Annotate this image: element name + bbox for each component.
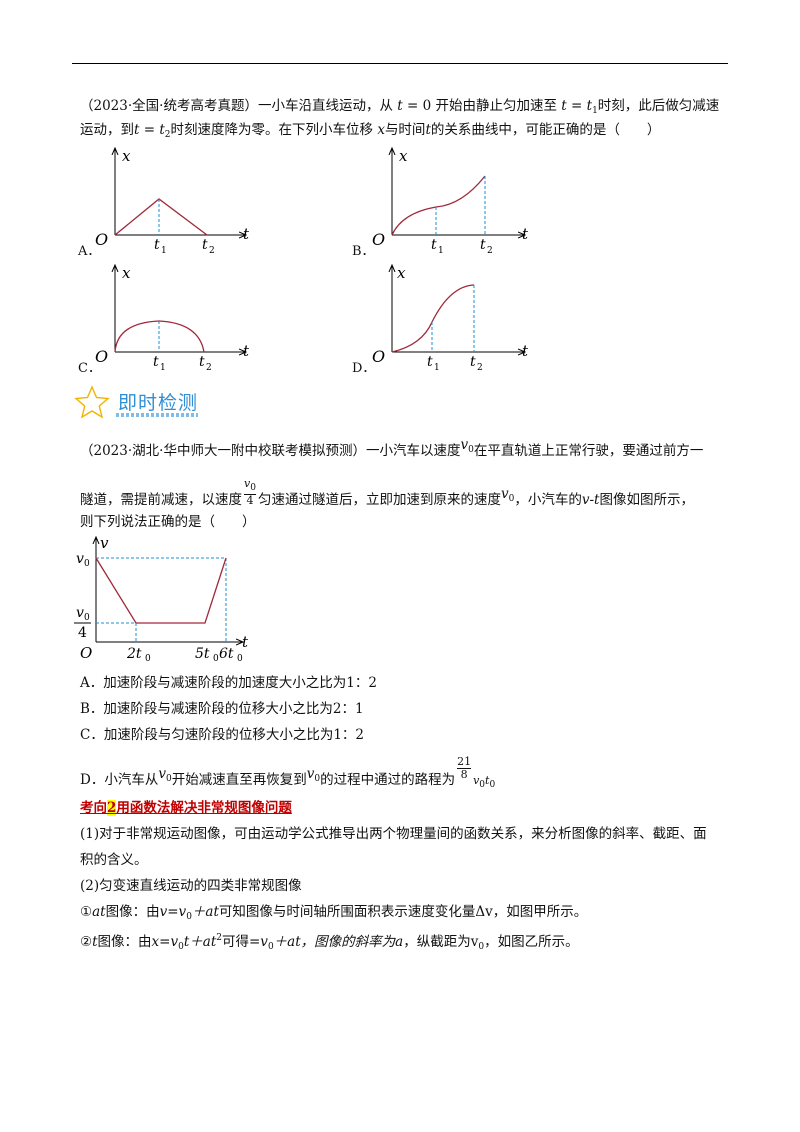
svg-text:t: t	[242, 633, 249, 651]
svg-text:x: x	[399, 147, 408, 165]
q2-choice-a: A．加速阶段与减速阶段的加速度大小之比为1：2	[80, 675, 377, 691]
svg-text:2: 2	[206, 363, 212, 373]
svg-text:2: 2	[487, 246, 493, 256]
svg-text:4: 4	[78, 625, 87, 641]
svg-text:0: 0	[84, 559, 90, 569]
q2-line2: 隧道，需提前减速，以速度 v0 4 匀速通过隧道后，立即加速到原来的速度v0，小汽车的…	[80, 477, 694, 509]
svg-text:0: 0	[84, 613, 90, 623]
svg-text:1: 1	[438, 246, 444, 256]
q2-choice-c: C．加速阶段与匀速阶段的位移大小之比为1：2	[80, 727, 365, 743]
svg-text:O: O	[80, 644, 92, 662]
q1-line1: （2023·全国·统考高考真题）一小车沿直线运动，从 t = 0 开始由静止匀加…	[80, 98, 720, 116]
svg-text:t: t	[427, 354, 433, 370]
q2-line3: 则下列说法正确的是（ ）	[80, 514, 256, 530]
svg-text:x: x	[122, 264, 131, 282]
header-rule	[72, 63, 728, 64]
origin-label: O	[95, 230, 108, 249]
q1-line2: 运动，到t = t2时刻速度降为零。在下列小车位移 x与时间t的关系曲线中，可能…	[80, 122, 661, 140]
svg-text:t: t	[153, 354, 159, 370]
svg-text:t: t	[243, 225, 250, 243]
svg-text:O: O	[372, 230, 385, 249]
para2: (2)匀变速直线运动的四类非常规图像	[80, 878, 302, 894]
instant-check-title: 即时检测	[118, 392, 199, 414]
q2-line1: （2023·湖北·华中师大一附中校联考模拟预测）一小汽车以速度v0在平直轨道上正…	[80, 437, 704, 459]
star-outline-icon	[74, 385, 110, 419]
svg-text:0: 0	[237, 654, 243, 664]
item2: ②t图像：由x=v0t＋at2可得=v0＋at，图像的斜率为a，纵截距为v0，如…	[80, 933, 579, 952]
svg-text:v: v	[100, 534, 109, 552]
svg-text:2: 2	[209, 246, 215, 256]
badge-underline	[116, 413, 198, 417]
svg-text:1: 1	[161, 246, 167, 256]
q2-choice-b: B．加速阶段与减速阶段的位移大小之比为2：1	[80, 701, 364, 717]
svg-text:2t: 2t	[126, 646, 142, 662]
svg-text:t: t	[154, 237, 160, 253]
svg-text:0: 0	[213, 654, 219, 664]
section-2-heading: 考向2用函数法解决非常规图像问题	[80, 800, 292, 816]
svg-text:6t: 6t	[219, 646, 234, 662]
para1-line1: (1)对于非常规运动图像，可由运动学公式推导出两个物理量间的函数关系，来分析图像…	[80, 826, 707, 842]
option-d-label: D．	[352, 361, 376, 376]
svg-text:v: v	[76, 551, 84, 567]
svg-text:t: t	[480, 237, 486, 253]
option-c-label: C．	[78, 361, 101, 376]
svg-text:t: t	[202, 237, 208, 253]
svg-text:t: t	[431, 237, 437, 253]
svg-text:x: x	[397, 264, 406, 282]
svg-text:1: 1	[160, 363, 166, 373]
option-a-label: A．	[78, 244, 101, 259]
option-b-label: B．	[352, 244, 375, 259]
svg-text:2: 2	[477, 363, 483, 373]
svg-text:t: t	[243, 342, 250, 360]
svg-text:t: t	[470, 354, 476, 370]
q2-choice-d: D．小汽车从v0开始减速直至再恢复到v0的过程中通过的路程为 21 8 v0t0	[80, 755, 496, 791]
svg-text:O: O	[95, 347, 108, 366]
item1: ①at图像：由v=v0＋at可知图像与时间轴所围面积表示速度变化量Δv，如图甲所…	[80, 904, 588, 922]
svg-text:1: 1	[434, 363, 440, 373]
svg-text:O: O	[372, 347, 385, 366]
svg-text:0: 0	[145, 654, 151, 664]
para1-line2: 积的含义。	[80, 852, 148, 868]
svg-text:t: t	[522, 342, 529, 360]
svg-text:t: t	[522, 225, 529, 243]
svg-text:5t: 5t	[195, 646, 210, 662]
svg-text:x: x	[122, 147, 131, 165]
svg-text:v: v	[76, 605, 84, 621]
svg-text:t: t	[199, 354, 205, 370]
